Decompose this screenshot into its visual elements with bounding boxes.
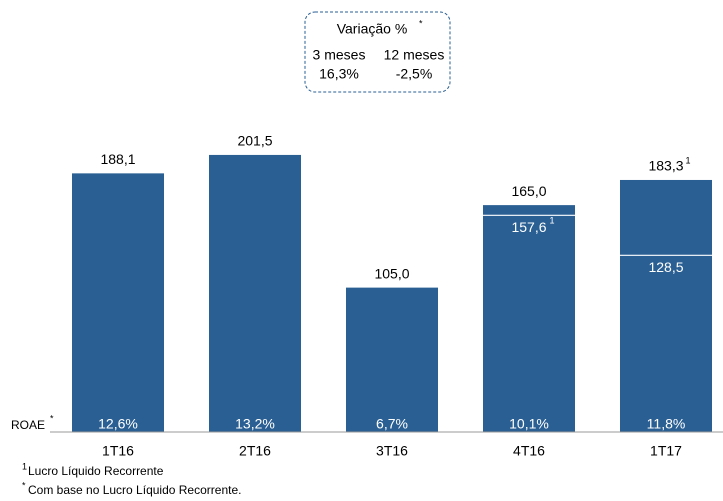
roae-value: 10,1% bbox=[509, 416, 549, 432]
bar bbox=[209, 154, 301, 432]
footnote-mark: 1 bbox=[22, 461, 27, 471]
value-label: 201,5 bbox=[237, 133, 272, 149]
variation-value: 16,3% bbox=[319, 66, 359, 82]
variation-value: -2,5% bbox=[396, 66, 433, 82]
x-tick-label: 2T16 bbox=[239, 443, 271, 459]
roae-note: * bbox=[50, 413, 54, 423]
value-label: 105,0 bbox=[374, 265, 409, 281]
x-tick-label: 1T16 bbox=[102, 443, 134, 459]
inner-value-label: 157,6 bbox=[511, 219, 546, 235]
footnote-text: Com base no Lucro Líquido Recorrente. bbox=[28, 483, 241, 497]
x-tick-label: 3T16 bbox=[376, 443, 408, 459]
bar bbox=[346, 287, 438, 432]
variation-header: 12 meses bbox=[384, 47, 445, 63]
bar bbox=[483, 205, 575, 432]
variation-title: Variação % bbox=[337, 21, 408, 37]
x-tick-label: 1T17 bbox=[650, 443, 682, 459]
inner-value-label: 128,5 bbox=[648, 259, 683, 275]
bar bbox=[620, 179, 712, 432]
variation-header: 3 meses bbox=[313, 47, 366, 63]
variation-box bbox=[304, 11, 451, 93]
roae-value: 12,6% bbox=[98, 416, 138, 432]
footnote-text: Lucro Líquido Recorrente bbox=[28, 464, 164, 478]
roae-value: 11,8% bbox=[647, 416, 686, 432]
x-tick-label: 4T16 bbox=[513, 443, 545, 459]
roae-value: 13,2% bbox=[235, 416, 275, 432]
value-label-note: 1 bbox=[686, 155, 691, 165]
inner-value-note: 1 bbox=[550, 216, 555, 226]
value-label: 165,0 bbox=[511, 183, 546, 199]
roae-value: 6,7% bbox=[376, 416, 408, 432]
roae-label: ROAE bbox=[11, 418, 45, 432]
bar bbox=[72, 173, 164, 433]
footnote-mark: * bbox=[22, 480, 26, 490]
value-label: 188,1 bbox=[100, 151, 135, 167]
variation-note: * bbox=[419, 18, 423, 28]
value-label: 183,3 bbox=[648, 158, 683, 174]
